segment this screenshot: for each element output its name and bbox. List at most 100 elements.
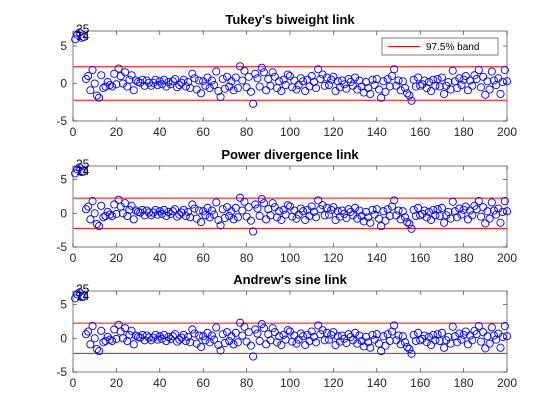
data-point (437, 328, 446, 337)
data-point (431, 211, 440, 220)
data-point (173, 337, 182, 346)
data-point (474, 197, 483, 206)
x-tick-label: 180 (454, 125, 474, 139)
data-point (457, 210, 466, 219)
points-series (71, 163, 512, 236)
outlier-label: 25 (76, 282, 90, 296)
data-point (216, 346, 225, 355)
data-point (127, 71, 136, 80)
data-point (305, 82, 314, 91)
data-point (489, 76, 499, 85)
data-point (86, 215, 95, 224)
data-point (162, 82, 171, 91)
data-point (322, 73, 331, 82)
data-point (342, 84, 351, 93)
data-point (468, 211, 477, 220)
data-point (183, 77, 193, 87)
data-point (463, 215, 472, 224)
data-point (331, 86, 340, 96)
data-point (311, 213, 321, 222)
data-point (485, 214, 494, 223)
data-point (485, 339, 494, 348)
data-point (121, 68, 130, 77)
data-point (160, 330, 169, 339)
data-point (155, 207, 164, 216)
data-point (294, 80, 303, 90)
data-point (422, 213, 431, 222)
data-point (162, 336, 171, 346)
data-point (407, 349, 416, 358)
x-tick-label: 200 (497, 125, 517, 139)
data-point (366, 218, 375, 227)
data-point (257, 63, 266, 72)
data-point (75, 28, 84, 37)
data-point (129, 215, 138, 224)
data-point (108, 82, 117, 91)
data-point (212, 198, 221, 207)
data-point (233, 338, 242, 347)
data-point (370, 210, 379, 219)
data-point (407, 96, 416, 105)
data-point (127, 201, 136, 210)
data-point (390, 321, 399, 330)
data-point (259, 199, 269, 208)
data-point (207, 76, 216, 85)
data-point (305, 211, 314, 220)
data-point (457, 80, 466, 90)
data-point (114, 320, 123, 329)
y-tick-label: 0 (60, 206, 67, 220)
data-point (149, 208, 158, 217)
data-point (296, 329, 305, 338)
data-point (131, 76, 140, 85)
data-point (446, 85, 455, 94)
data-point (381, 87, 390, 96)
data-point (368, 205, 377, 214)
data-point (275, 332, 284, 341)
data-point (429, 330, 438, 339)
x-tick-label: 0 (70, 125, 77, 139)
data-point (88, 322, 97, 331)
data-point (392, 336, 401, 345)
data-point (249, 99, 258, 108)
data-point (90, 334, 99, 343)
data-point (236, 62, 245, 71)
data-point (201, 211, 210, 220)
data-point (483, 332, 492, 341)
data-point (90, 79, 99, 88)
data-point (203, 328, 212, 337)
data-point (238, 331, 247, 340)
data-point (327, 205, 336, 214)
data-point (220, 213, 229, 223)
data-point (368, 330, 377, 339)
x-tick-label: 100 (280, 125, 300, 139)
data-point (377, 347, 386, 356)
data-point (84, 202, 93, 211)
data-point (433, 205, 442, 214)
data-point (420, 76, 429, 85)
data-point (377, 222, 386, 231)
data-point (188, 69, 197, 78)
axes-box (72, 290, 508, 373)
data-point (387, 202, 397, 211)
data-point (101, 82, 110, 91)
data-point (190, 74, 199, 83)
data-point (84, 71, 93, 81)
data-point (231, 73, 240, 82)
data-point (283, 70, 292, 79)
data-point (311, 83, 321, 93)
data-point (181, 336, 190, 346)
data-point (481, 90, 490, 99)
data-point (218, 205, 227, 214)
outlier-label: 14 (76, 289, 90, 303)
data-point (435, 211, 444, 220)
data-point (355, 331, 364, 340)
data-point (298, 77, 308, 86)
data-point (407, 224, 416, 233)
data-point (168, 207, 177, 216)
data-point (90, 209, 99, 218)
data-point (105, 80, 114, 90)
data-point (448, 197, 457, 206)
data-point (155, 332, 164, 341)
data-point (433, 330, 442, 339)
data-point (108, 211, 117, 220)
